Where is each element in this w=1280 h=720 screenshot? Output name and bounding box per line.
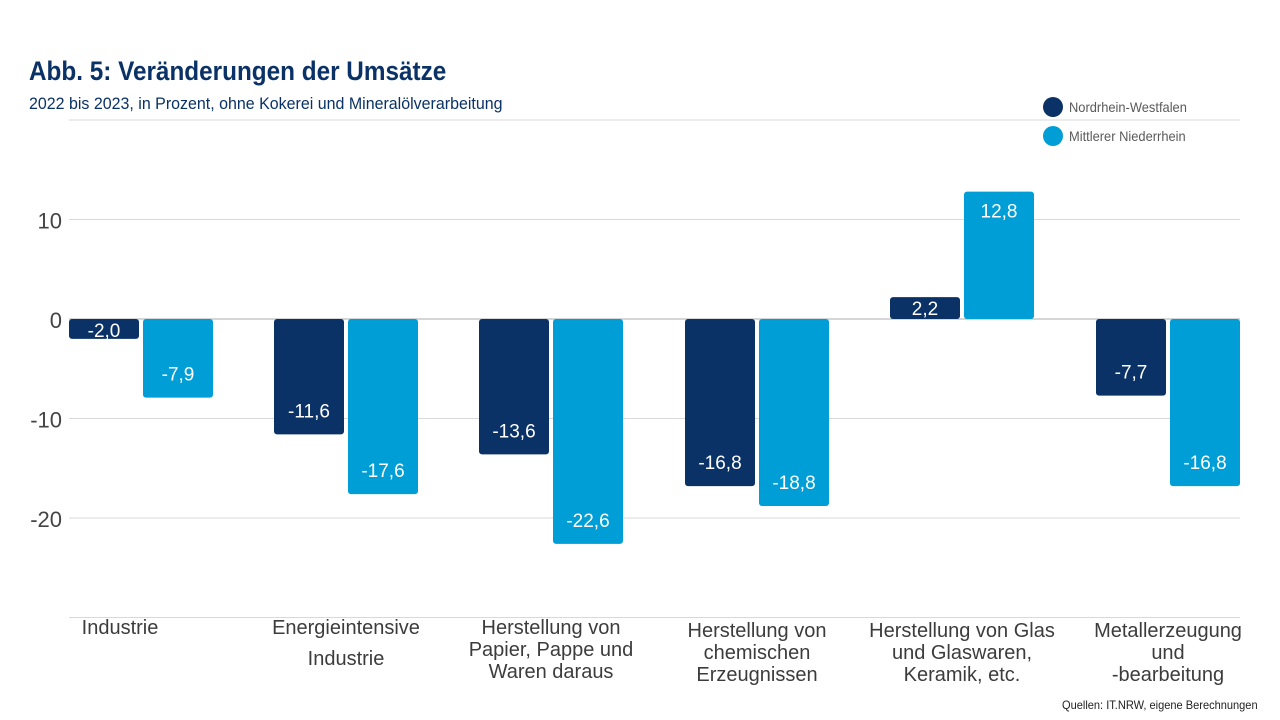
bar-nrw bbox=[890, 297, 960, 319]
y-tick-label: 0 bbox=[50, 308, 62, 333]
legend-label-nrw: Nordrhein-Westfalen bbox=[1069, 99, 1187, 115]
bar-nrw bbox=[479, 319, 549, 455]
data-label: -22,6 bbox=[566, 511, 609, 532]
data-label: -2,0 bbox=[88, 321, 121, 342]
x-category-label: Herstellung von chemischen Erzeugnissen bbox=[688, 620, 827, 686]
legend-item-mnr: Mittlerer Niederrhein bbox=[1043, 125, 1197, 147]
data-label: -7,7 bbox=[1115, 363, 1148, 384]
x-category-line: -bearbeitung bbox=[1112, 664, 1224, 686]
data-label: 12,8 bbox=[981, 202, 1018, 223]
bar-mnr bbox=[348, 319, 418, 495]
bar-nrw bbox=[685, 319, 755, 487]
data-label: -18,8 bbox=[772, 473, 815, 494]
chart-title: Abb. 5: Veränderungen der Umsätze bbox=[29, 56, 447, 86]
x-category-line: Papier, Pappe und bbox=[469, 639, 634, 661]
bars bbox=[69, 191, 1240, 544]
x-category-line: Metallerzeugung bbox=[1094, 620, 1242, 642]
x-category-label: Metallerzeugung und -bearbeitung bbox=[1094, 620, 1242, 686]
x-category-line: Herstellung von bbox=[688, 620, 827, 642]
data-label: -16,8 bbox=[698, 453, 741, 474]
y-tick-label: -20 bbox=[30, 507, 62, 532]
data-label: -11,6 bbox=[288, 401, 330, 422]
x-category-line: Keramik, etc. bbox=[904, 664, 1021, 686]
x-category-line: Energieintensive bbox=[272, 617, 420, 639]
x-category-line: Industrie bbox=[82, 617, 159, 639]
bar-nrw bbox=[69, 319, 139, 339]
x-category-line: und bbox=[1151, 642, 1184, 664]
chart-subtitle: 2022 bis 2023, in Prozent, ohne Kokerei … bbox=[29, 94, 503, 113]
data-label: -16,8 bbox=[1183, 453, 1226, 474]
bar-mnr bbox=[553, 319, 623, 544]
bar-nrw bbox=[274, 319, 344, 435]
data-label: 2,2 bbox=[912, 299, 938, 320]
legend-swatch-nrw bbox=[1043, 97, 1063, 117]
y-tick-label: -10 bbox=[30, 408, 62, 433]
x-category-line: Erzeugnissen bbox=[696, 664, 817, 686]
x-category-label: Industrie bbox=[82, 617, 159, 639]
x-category-label: Herstellung von Glas und Glaswaren, Kerami… bbox=[869, 620, 1055, 686]
x-category-line: Waren daraus bbox=[489, 661, 614, 683]
x-category-label: Herstellung von Papier, Pappe und Waren da… bbox=[469, 617, 634, 683]
bar-mnr bbox=[759, 319, 829, 507]
y-axis-ticks: 10 0 -10 -20 bbox=[30, 209, 62, 533]
bar-mnr bbox=[964, 191, 1034, 319]
x-category-line: chemischen bbox=[704, 642, 811, 664]
x-category-label: Energieintensive Industrie bbox=[272, 617, 420, 670]
data-label: -13,6 bbox=[492, 421, 535, 442]
source-note: Quellen: IT.NRW, eigene Berechnungen bbox=[1062, 698, 1258, 712]
legend-label-mnr: Mittlerer Niederrhein bbox=[1069, 128, 1186, 144]
data-labels: -2,0 -11,6 -13,6 -16,8 2,2 -7,7 -7,9 -17,6 -22,6… bbox=[88, 202, 1227, 532]
data-label: -17,6 bbox=[361, 461, 404, 482]
bar-nrw bbox=[1096, 319, 1166, 396]
data-label: -7,9 bbox=[162, 365, 195, 386]
bar-mnr bbox=[143, 319, 213, 398]
legend: Nordrhein-Westfalen Mittlerer Niederrhei… bbox=[1043, 96, 1197, 154]
bar-mnr bbox=[1170, 319, 1240, 487]
y-tick-label: 10 bbox=[38, 209, 62, 234]
gridlines bbox=[69, 119, 1240, 618]
x-axis-categories: Industrie Energieintensive Industrie Herste… bbox=[82, 617, 1242, 686]
x-category-line: Industrie bbox=[308, 648, 385, 670]
x-category-line: Herstellung von Glas bbox=[869, 620, 1055, 642]
legend-swatch-mnr bbox=[1043, 126, 1063, 146]
legend-item-nrw: Nordrhein-Westfalen bbox=[1043, 96, 1197, 118]
x-category-line: Herstellung von bbox=[482, 617, 621, 639]
x-category-line: und Glaswaren, bbox=[892, 642, 1032, 664]
